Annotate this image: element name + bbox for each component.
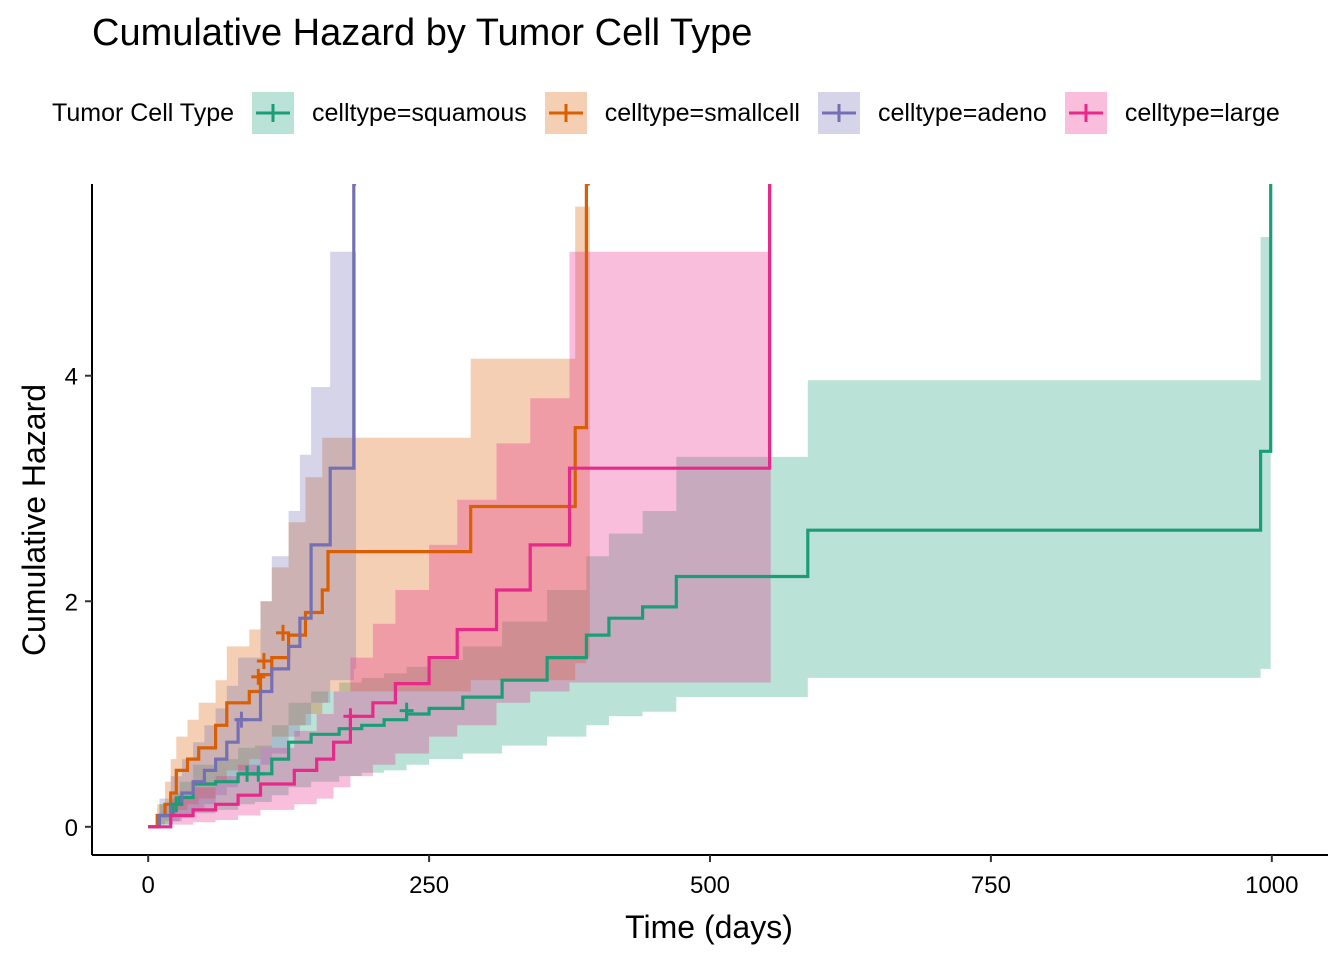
censor-mark-squamous bbox=[251, 765, 266, 782]
x-axis-title: Time (days) bbox=[625, 909, 793, 945]
censor-mark-smallcell bbox=[276, 624, 291, 641]
y-tick-label: 2 bbox=[65, 589, 78, 616]
x-tick-label: 750 bbox=[971, 872, 1011, 899]
censor-mark-smallcell bbox=[256, 653, 271, 670]
x-tick-label: 1000 bbox=[1245, 872, 1298, 899]
y-tick-label: 4 bbox=[65, 364, 78, 391]
x-tick-label: 500 bbox=[690, 872, 730, 899]
ci-band-large bbox=[148, 251, 771, 827]
y-tick-label: 0 bbox=[65, 815, 78, 842]
legend: Tumor Cell Type celltype=squamous cellty… bbox=[52, 92, 1344, 134]
y-axis-title: Cumulative Hazard bbox=[16, 384, 52, 656]
ci-band-adeno bbox=[148, 251, 357, 827]
hazard-line-adeno bbox=[148, 184, 357, 829]
x-tick-label: 250 bbox=[409, 872, 449, 899]
legend-key-smallcell bbox=[544, 92, 587, 134]
legend-label-adeno: celltype=adeno bbox=[877, 98, 1047, 127]
legend-label-smallcell: celltype=smallcell bbox=[604, 98, 800, 127]
legend-label-squamous: celltype=squamous bbox=[312, 98, 527, 127]
hazard-line-large bbox=[148, 184, 772, 829]
legend-title: Tumor Cell Type bbox=[52, 98, 235, 127]
censor-mark-smallcell bbox=[251, 668, 266, 685]
chart-title: Cumulative Hazard by Tumor Cell Type bbox=[92, 12, 753, 54]
censor-mark-squamous bbox=[169, 796, 184, 813]
hazard-line-smallcell bbox=[148, 184, 590, 829]
censor-mark-adeno bbox=[234, 711, 249, 728]
legend-label-large: celltype=large bbox=[1124, 98, 1280, 127]
legend-item-squamous: celltype=squamous bbox=[252, 92, 527, 134]
legend-item-smallcell: celltype=smallcell bbox=[544, 92, 800, 134]
legend-item-large: celltype=large bbox=[1064, 92, 1280, 134]
legend-item-adeno: celltype=adeno bbox=[817, 92, 1047, 134]
censor-mark-large bbox=[343, 708, 358, 725]
x-tick-label: 0 bbox=[142, 872, 155, 899]
legend-key-squamous bbox=[252, 92, 295, 134]
censor-mark-squamous bbox=[399, 702, 414, 719]
legend-key-large bbox=[1064, 92, 1107, 134]
hazard-line-squamous bbox=[148, 184, 1273, 829]
legend-key-adeno bbox=[817, 92, 860, 134]
